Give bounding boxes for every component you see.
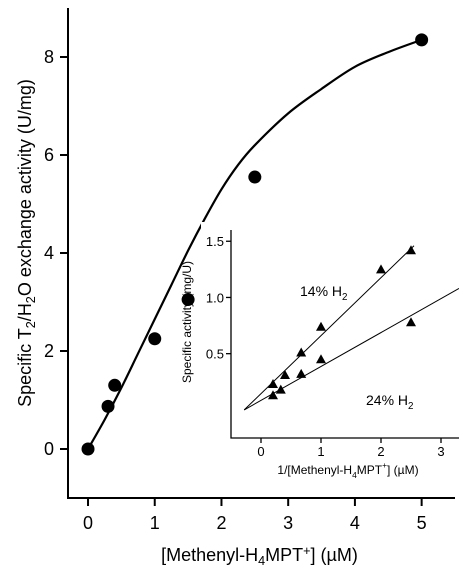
series-label: 24% H2 — [366, 392, 413, 412]
x-axis-title-part: ] (µM) — [311, 545, 358, 565]
y-tick-label: 0 — [44, 439, 54, 459]
inset-data-point — [280, 370, 290, 380]
y-axis-title-part: O exchange activity (U/mg) — [15, 79, 35, 296]
inset-y-tick-label: 1.5 — [206, 234, 224, 249]
x-axis-title-part: 4 — [258, 554, 265, 568]
inset-data-point — [376, 264, 386, 274]
inset-data-point — [268, 390, 278, 400]
inset-y-tick-label: 0.5 — [206, 347, 224, 362]
x-axis-title-part: + — [303, 544, 310, 558]
x-tick-label: 4 — [350, 513, 360, 533]
inset-data-point — [406, 317, 416, 327]
inset-data-point — [268, 379, 278, 389]
main-axes — [67, 8, 455, 499]
fit-curve — [87, 38, 423, 450]
x-tick-label: 5 — [417, 513, 427, 533]
series-label: 14% H2 — [300, 283, 347, 303]
inset-y-axis-title: Specific activity (mg/U) — [180, 261, 194, 383]
data-point — [101, 399, 115, 413]
inset-x-axis-title-part: 4 — [352, 470, 357, 480]
inset-background — [201, 222, 459, 482]
data-point — [181, 293, 195, 307]
inset-x-axis-title: 1/[Methenyl-H4MPT+] (µM) — [277, 460, 418, 480]
inset-x-tick-label: 0 — [257, 444, 264, 459]
inset-y-tick-label: 1.0 — [206, 290, 224, 305]
y-tick-label: 2 — [44, 341, 54, 361]
series-label-part: 2 — [408, 401, 413, 412]
y-axis-title-part: 2 — [24, 296, 38, 303]
y-tick-label: 8 — [44, 47, 54, 67]
x-tick-label: 1 — [150, 513, 160, 533]
series-label-part: 24% H — [366, 392, 408, 408]
inset-x-axis-title-part: + — [382, 460, 387, 470]
inset-x-tick-label: 2 — [377, 444, 384, 459]
data-point — [415, 33, 429, 47]
inset-x-axis-title-part: MPT — [357, 463, 383, 477]
y-axis-title-part: 2 — [24, 321, 38, 328]
inset-y-axis-title-part: Specific activity (mg/U) — [180, 261, 194, 383]
inset-data-point — [296, 368, 307, 378]
series-label-part: 2 — [342, 292, 347, 303]
data-point — [108, 378, 122, 392]
x-tick-label: 0 — [83, 513, 93, 533]
data-point — [81, 442, 95, 456]
inset-x-axis-title-part: ] (µM) — [387, 463, 419, 477]
x-axis-title: [Methenyl-H4MPT+] (µM) — [161, 544, 358, 568]
x-tick-label: 2 — [216, 513, 226, 533]
y-axis-title-part: Specific T — [15, 328, 35, 407]
inset-x-axis-title-part: 1/[Methenyl-H — [277, 463, 352, 477]
x-axis-title-part: [Methenyl-H — [161, 545, 258, 565]
y-axis-title-part: /H — [15, 303, 35, 321]
inset-axes — [230, 230, 459, 439]
inset-data-point — [296, 347, 307, 357]
x-axis-title-part: MPT — [265, 545, 303, 565]
inset-data-point — [316, 321, 326, 331]
inset-x-tick-label: 1 — [317, 444, 324, 459]
inset-plot: 0 1 2 3 0.5 1.0 1.5 1/[Methenyl-H4MPT+] (µM) Spe… — [180, 222, 459, 482]
data-point — [248, 170, 262, 184]
y-tick-label: 6 — [44, 145, 54, 165]
y-axis-title: Specific T2/H2O exchange activity (U/mg) — [15, 79, 38, 407]
inset-x-tick-label: 3 — [437, 444, 444, 459]
data-point — [148, 332, 162, 346]
series-label-part: 14% H — [300, 283, 342, 299]
inset-data-point — [316, 354, 326, 364]
y-tick-label: 4 — [44, 243, 54, 263]
inset-data-point — [275, 384, 286, 394]
inset-data-point — [406, 245, 416, 255]
x-tick-label: 3 — [283, 513, 293, 533]
